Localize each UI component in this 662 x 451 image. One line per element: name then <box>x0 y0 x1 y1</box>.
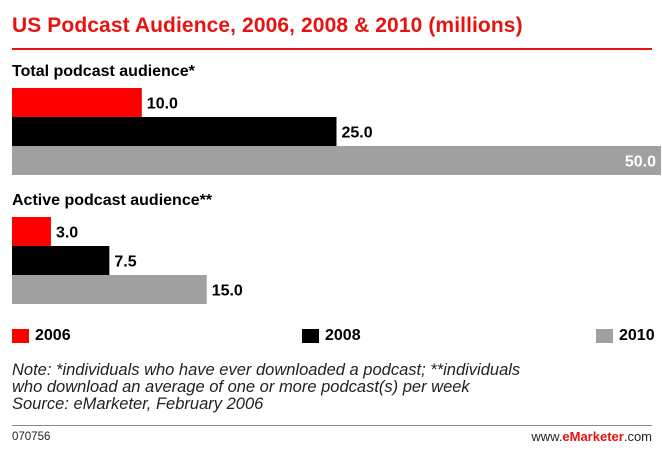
chart-title-wrap: US Podcast Audience, 2006, 2008 & 2010 (… <box>12 14 652 38</box>
legend-swatch-2010 <box>596 329 613 343</box>
footer-divider <box>12 425 652 426</box>
group-label-active: Active podcast audience** <box>12 192 213 209</box>
bar-2008-group-1 <box>12 246 110 275</box>
brand-logo-text: www.eMarketer.com <box>531 429 652 444</box>
legend-item-2010: 2010 <box>596 326 655 346</box>
bar-value-label-2010-group-0: 50.0 <box>625 154 656 171</box>
chart-note: Note: *individuals who have ever downloa… <box>12 362 652 413</box>
legend-item-2006: 2006 <box>12 326 71 346</box>
bar-2008-group-0 <box>12 117 337 146</box>
chart-title: US Podcast Audience, 2006, 2008 & 2010 (… <box>12 14 523 37</box>
title-divider <box>12 48 652 50</box>
brand-name: eMarketer <box>562 429 624 444</box>
bar-2006-group-0 <box>12 88 142 117</box>
bar-2010-group-0 <box>12 146 661 175</box>
bar-value-label-2008-group-1: 7.5 <box>114 254 136 271</box>
brand-suffix: .com <box>623 429 652 444</box>
legend-label-2010: 2010 <box>619 327 655 344</box>
note-line-2: who download an average of one or more p… <box>12 378 470 396</box>
bar-value-label-2010-group-1: 15.0 <box>212 283 243 300</box>
note-source: Source: eMarketer, February 2006 <box>12 395 264 413</box>
chart-id-code: 070756 <box>12 431 51 443</box>
bar-chart: 10.0 3.0 25.0 7.5 50.0 15.0 <box>12 88 661 304</box>
bar-2010-group-1 <box>12 275 207 304</box>
group-label-total: Total podcast audience* <box>12 63 195 80</box>
brand-prefix: www. <box>531 429 563 444</box>
bar-value-label-2006-group-1: 3.0 <box>56 225 78 242</box>
legend-swatch-2008 <box>302 329 319 343</box>
note-line-1: Note: *individuals who have ever downloa… <box>12 361 521 379</box>
legend-label-2008: 2008 <box>325 327 361 344</box>
legend-swatch-2006 <box>12 329 29 343</box>
bar-value-label-2006-group-0: 10.0 <box>147 96 178 113</box>
bar-value-label-2008-group-0: 25.0 <box>342 125 373 142</box>
legend-item-2008: 2008 <box>302 326 361 346</box>
legend-label-2006: 2006 <box>35 327 71 344</box>
bar-2006-group-1 <box>12 217 51 246</box>
